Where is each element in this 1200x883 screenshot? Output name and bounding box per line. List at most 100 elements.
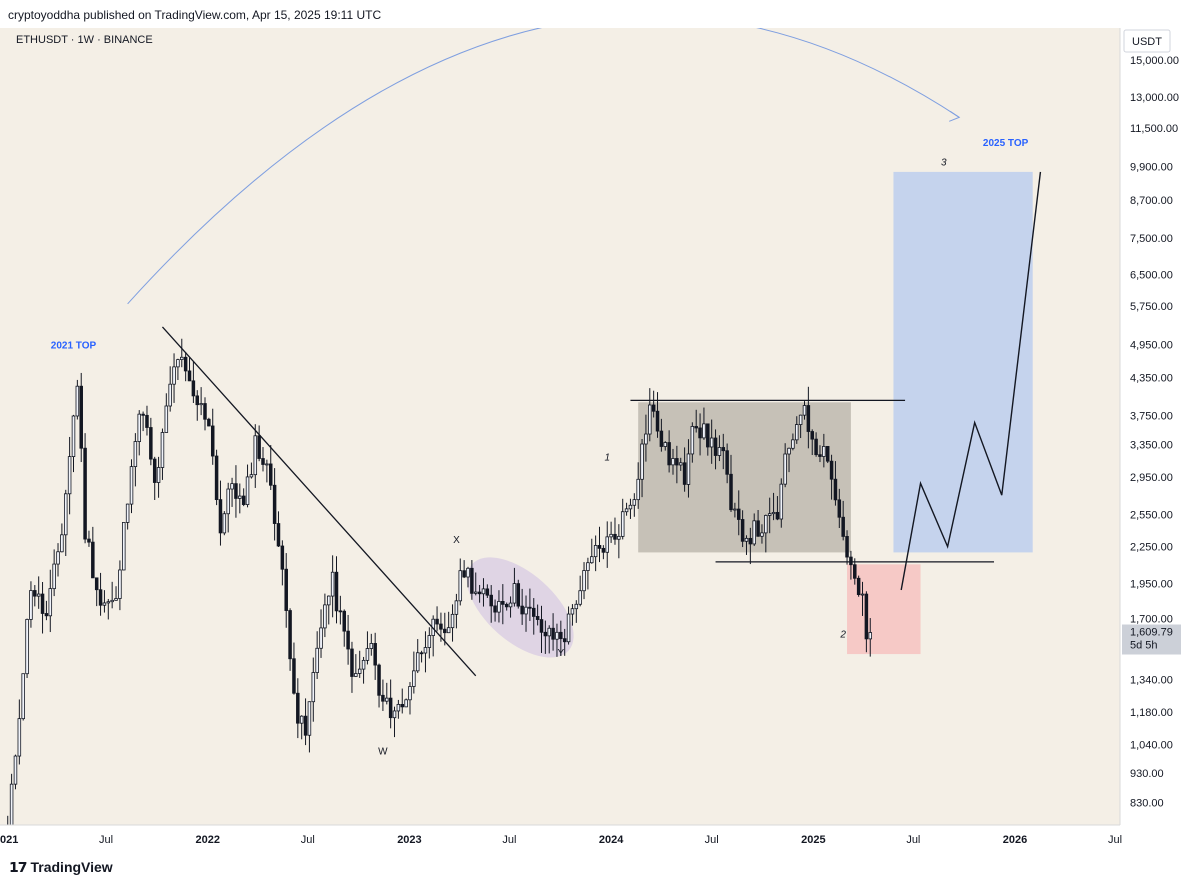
candle: [814, 438, 818, 456]
price-tick-label: 830.00: [1130, 797, 1164, 809]
candle: [195, 395, 200, 406]
candle: [52, 563, 56, 590]
candle: [392, 710, 397, 719]
candle: [663, 442, 668, 447]
candle: [152, 458, 157, 483]
candle: [253, 435, 258, 476]
candle: [40, 593, 45, 614]
candle: [249, 474, 254, 478]
candle: [129, 466, 134, 505]
time-tick-label: 2022: [196, 834, 220, 846]
candle: [311, 672, 316, 703]
candle: [489, 594, 493, 607]
candle: [570, 608, 575, 615]
price-tick-label: 11,500.00: [1130, 123, 1178, 135]
target-box: [893, 171, 1033, 553]
candle: [210, 425, 215, 457]
candle: [539, 619, 544, 633]
candle: [443, 628, 447, 634]
publish-info: cryptoyoddha published on TradingView.co…: [8, 8, 382, 22]
candle: [721, 447, 726, 452]
candle: [636, 478, 640, 501]
candle: [709, 437, 714, 448]
candle: [44, 613, 49, 617]
candle: [29, 590, 33, 620]
candle: [67, 456, 72, 495]
candle: [613, 533, 617, 540]
candle: [327, 595, 331, 606]
candle: [63, 493, 68, 536]
price-tick-label: 7,500.00: [1130, 233, 1173, 245]
tradingview-logo[interactable]: 𝟭𝟳 TradingView: [9, 859, 113, 876]
candle: [675, 458, 679, 466]
wave-label-2: 2: [839, 629, 846, 640]
time-axis[interactable]: [0, 825, 1200, 852]
candle: [454, 600, 459, 615]
candle: [829, 460, 834, 480]
candle: [388, 697, 393, 719]
candle: [601, 547, 606, 553]
candle: [149, 427, 153, 460]
candle: [106, 601, 111, 604]
candle: [187, 370, 192, 382]
candle: [261, 458, 265, 465]
candle: [98, 589, 103, 606]
brand-name: TradingView: [30, 859, 113, 875]
price-axis[interactable]: [1120, 28, 1200, 852]
candle: [841, 516, 845, 537]
candle: [795, 424, 799, 441]
candle: [690, 426, 695, 455]
tradingview-logo-icon: 𝟭𝟳: [9, 859, 28, 875]
candle: [501, 601, 505, 605]
candle: [798, 414, 803, 425]
candle: [272, 484, 277, 524]
wave-label-1: 1: [604, 452, 610, 463]
range-box: [638, 402, 851, 553]
candle: [60, 534, 64, 553]
candle: [756, 520, 760, 537]
candle: [25, 619, 29, 675]
time-axis-ticks: 2021 Jul 2022 Jul 2023 Jul 2024 Jul 2025 Jul 2026 J…: [0, 834, 1122, 846]
candle: [586, 562, 590, 571]
price-tick-label: 4,950.00: [1130, 339, 1173, 351]
candle: [346, 630, 350, 650]
candle: [524, 606, 528, 615]
candle: [125, 503, 130, 523]
candle: [860, 593, 865, 596]
price-tick-label: 8,700.00: [1130, 195, 1173, 207]
currency-button[interactable]: USDT: [1123, 29, 1171, 53]
candle: [79, 385, 83, 449]
candle: [833, 478, 838, 501]
wave-label-w: W: [378, 747, 388, 758]
candle: [559, 631, 563, 640]
price-tick-label: 930.00: [1130, 768, 1164, 780]
wave-label-x: X: [453, 535, 460, 546]
price-tick-label: 1,040.00: [1130, 740, 1173, 752]
annotation-labels: 2021 TOP 2025 TOP W X Y 1 2 3: [51, 138, 1029, 758]
price-chart[interactable]: 2021 TOP 2025 TOP W X Y 1 2 3 15,000.00 13,000.0…: [0, 28, 1200, 852]
candle: [713, 437, 718, 456]
time-tick-label: 2023: [397, 834, 421, 846]
candle: [543, 631, 548, 637]
candle: [238, 495, 242, 499]
price-tick-label: 15,000.00: [1130, 55, 1179, 67]
candle: [412, 670, 416, 687]
label-2021-top: 2021 TOP: [51, 340, 97, 351]
candle: [779, 483, 784, 520]
candle: [678, 462, 683, 466]
candle: [404, 699, 408, 708]
candle: [760, 532, 764, 537]
candle: [516, 583, 521, 607]
candle: [791, 439, 795, 449]
price-tick-label: 2,250.00: [1130, 542, 1173, 554]
candle: [620, 511, 625, 537]
candle: [617, 535, 621, 540]
price-tick-label: 1,700.00: [1130, 614, 1173, 626]
candle: [822, 446, 826, 457]
candle: [423, 647, 428, 654]
candle: [648, 404, 652, 435]
candle: [87, 538, 91, 543]
candle: [477, 591, 482, 595]
candle: [156, 467, 161, 483]
currency-button-label: USDT: [1132, 36, 1162, 48]
